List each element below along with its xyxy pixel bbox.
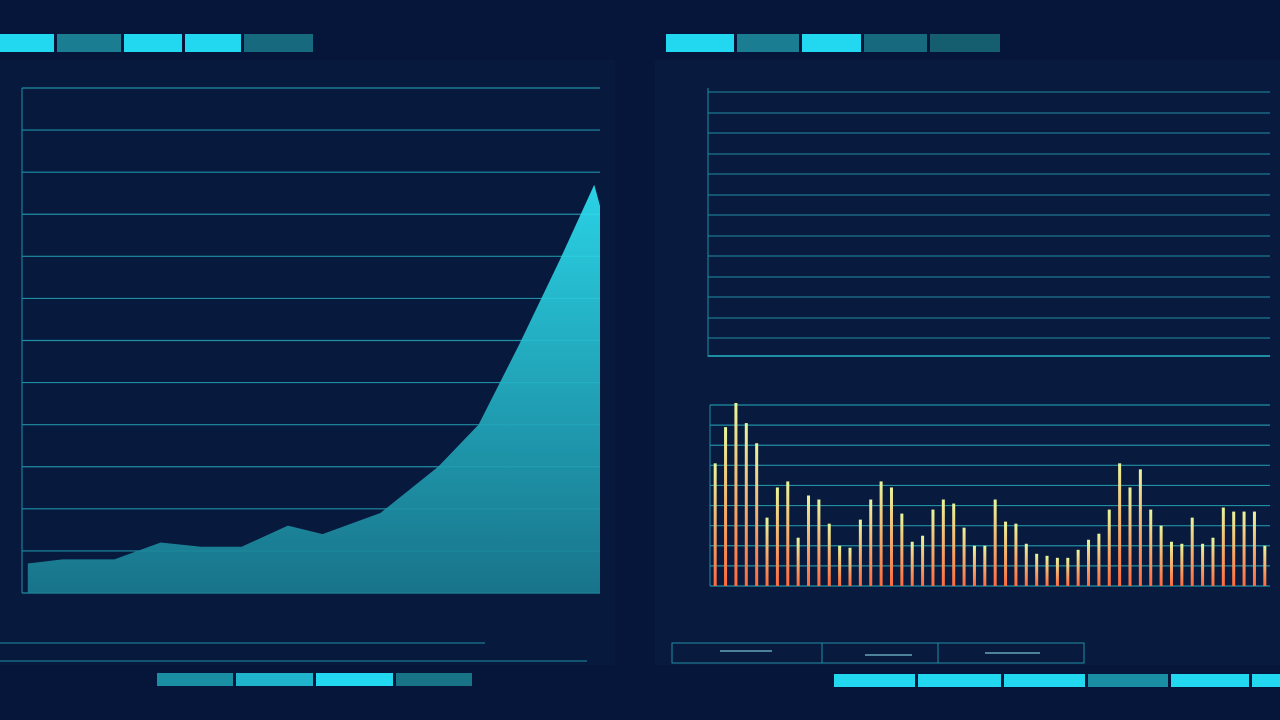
top-tabs-left <box>0 34 313 52</box>
bar <box>713 463 717 586</box>
bar <box>1138 469 1142 586</box>
bar <box>1242 511 1246 586</box>
bar <box>1066 557 1070 586</box>
tab[interactable] <box>864 34 927 52</box>
bar <box>900 513 904 586</box>
bar <box>941 499 945 586</box>
bar <box>1201 543 1205 586</box>
bar <box>827 523 831 586</box>
bar <box>724 427 728 586</box>
bar <box>1221 507 1225 586</box>
bar <box>1180 543 1184 586</box>
bar <box>1055 557 1059 586</box>
bar <box>879 481 883 586</box>
bar <box>786 481 790 586</box>
bar <box>734 402 738 586</box>
tab[interactable] <box>834 674 915 687</box>
tab[interactable] <box>918 674 1001 687</box>
bar <box>983 545 987 586</box>
bar <box>744 423 748 586</box>
bottom-right-tabs <box>834 674 1280 687</box>
bar <box>848 547 852 586</box>
bottom-left-rails <box>0 642 587 662</box>
tab[interactable] <box>1252 674 1280 687</box>
tab[interactable] <box>57 34 121 52</box>
empty-grid <box>707 88 1270 357</box>
tab[interactable] <box>737 34 799 52</box>
bar <box>993 499 997 586</box>
tab[interactable] <box>124 34 182 52</box>
bottom-right-box <box>671 642 1085 664</box>
tab[interactable] <box>185 34 241 52</box>
tab[interactable] <box>1088 674 1168 687</box>
bar <box>1097 533 1101 586</box>
bar <box>755 443 759 586</box>
top-tabs-right <box>666 34 1000 52</box>
bar <box>817 499 821 586</box>
bar <box>1232 511 1236 586</box>
bar <box>838 545 842 586</box>
bar <box>1107 509 1111 586</box>
bar <box>765 517 769 586</box>
bar <box>1211 537 1215 586</box>
bar <box>1128 487 1132 586</box>
bar <box>807 495 811 586</box>
bar <box>1024 543 1028 586</box>
right-panel <box>655 60 1280 665</box>
tab[interactable] <box>802 34 861 52</box>
bar <box>921 535 925 586</box>
bar <box>1087 539 1091 586</box>
bar <box>1045 555 1049 586</box>
tab[interactable] <box>1171 674 1249 687</box>
bar <box>1014 523 1018 586</box>
tab[interactable] <box>930 34 1000 52</box>
tab[interactable] <box>316 673 393 686</box>
bar <box>962 527 966 586</box>
bar <box>1035 553 1039 586</box>
bar <box>796 537 800 586</box>
bar <box>1252 511 1256 586</box>
tab[interactable] <box>666 34 734 52</box>
area <box>27 184 600 593</box>
legend-box <box>671 642 1085 664</box>
tab[interactable] <box>1004 674 1085 687</box>
bar <box>931 509 935 586</box>
bar <box>972 545 976 586</box>
tab[interactable] <box>0 34 54 52</box>
bottom-left-tabs <box>157 673 472 686</box>
bar <box>1263 545 1267 586</box>
bar <box>1076 549 1080 586</box>
bar <box>1118 463 1122 586</box>
bar <box>775 487 779 586</box>
tab[interactable] <box>157 673 233 686</box>
bar <box>1190 517 1194 586</box>
bar <box>910 541 914 586</box>
bar <box>1004 521 1008 586</box>
bar <box>1169 541 1173 586</box>
bar <box>889 487 893 586</box>
tab[interactable] <box>244 34 313 52</box>
bar <box>858 519 862 586</box>
bar <box>952 503 956 586</box>
tab[interactable] <box>236 673 313 686</box>
bar <box>1159 525 1163 586</box>
bar <box>869 499 873 586</box>
bar <box>1149 509 1153 586</box>
tab[interactable] <box>396 673 472 686</box>
